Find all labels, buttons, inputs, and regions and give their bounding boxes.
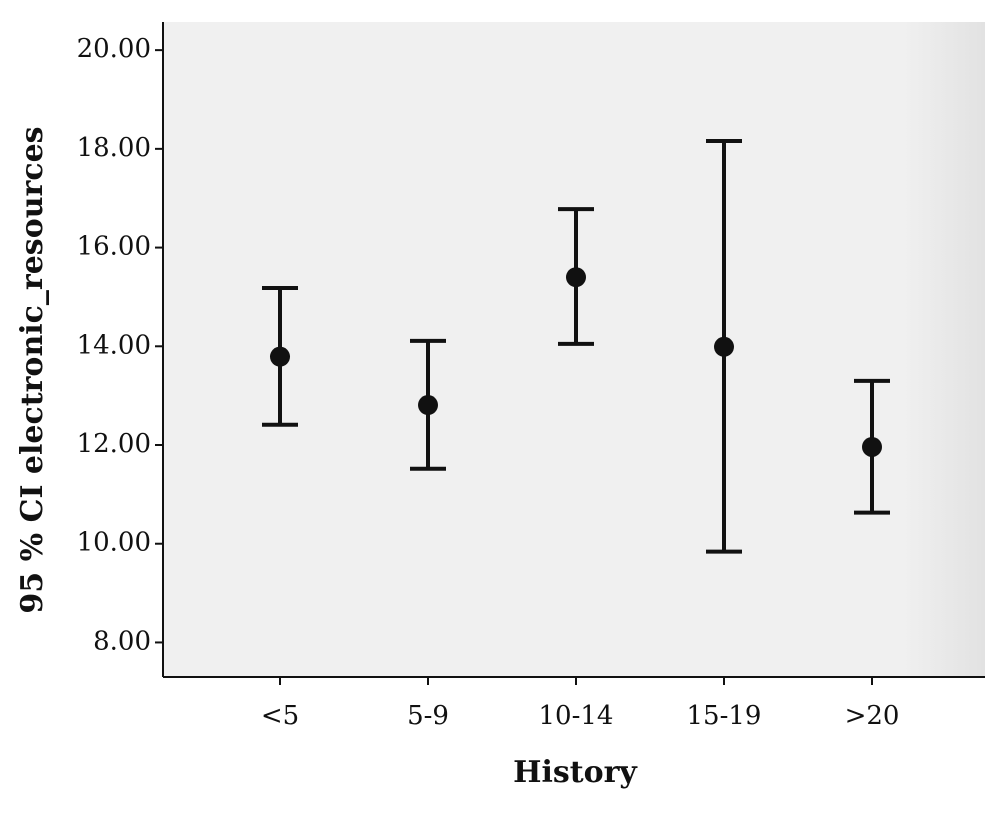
y-tick-label: 20.00 bbox=[77, 34, 151, 64]
x-axis-title: History bbox=[513, 755, 638, 790]
x-tick-label: 10-14 bbox=[539, 701, 614, 731]
x-tick-label: 5-9 bbox=[407, 701, 449, 731]
y-tick-label: 10.00 bbox=[77, 528, 151, 558]
y-tick-label: 14.00 bbox=[77, 330, 151, 360]
y-tick-label: 16.00 bbox=[77, 232, 151, 262]
plot-background bbox=[163, 22, 985, 677]
mean-point bbox=[714, 336, 734, 357]
y-tick-label: 18.00 bbox=[77, 133, 151, 163]
mean-point bbox=[862, 436, 882, 457]
y-tick-label: 8.00 bbox=[93, 626, 151, 656]
mean-point bbox=[270, 346, 290, 367]
x-tick-label: >20 bbox=[845, 701, 900, 731]
x-tick-label: <5 bbox=[261, 701, 299, 731]
y-tick-label: 12.00 bbox=[77, 429, 151, 459]
y-axis-title: 95 % CI electronic_resources bbox=[15, 126, 50, 613]
mean-point bbox=[418, 395, 438, 416]
mean-point bbox=[566, 267, 586, 288]
x-tick-label: 15-19 bbox=[687, 701, 762, 731]
